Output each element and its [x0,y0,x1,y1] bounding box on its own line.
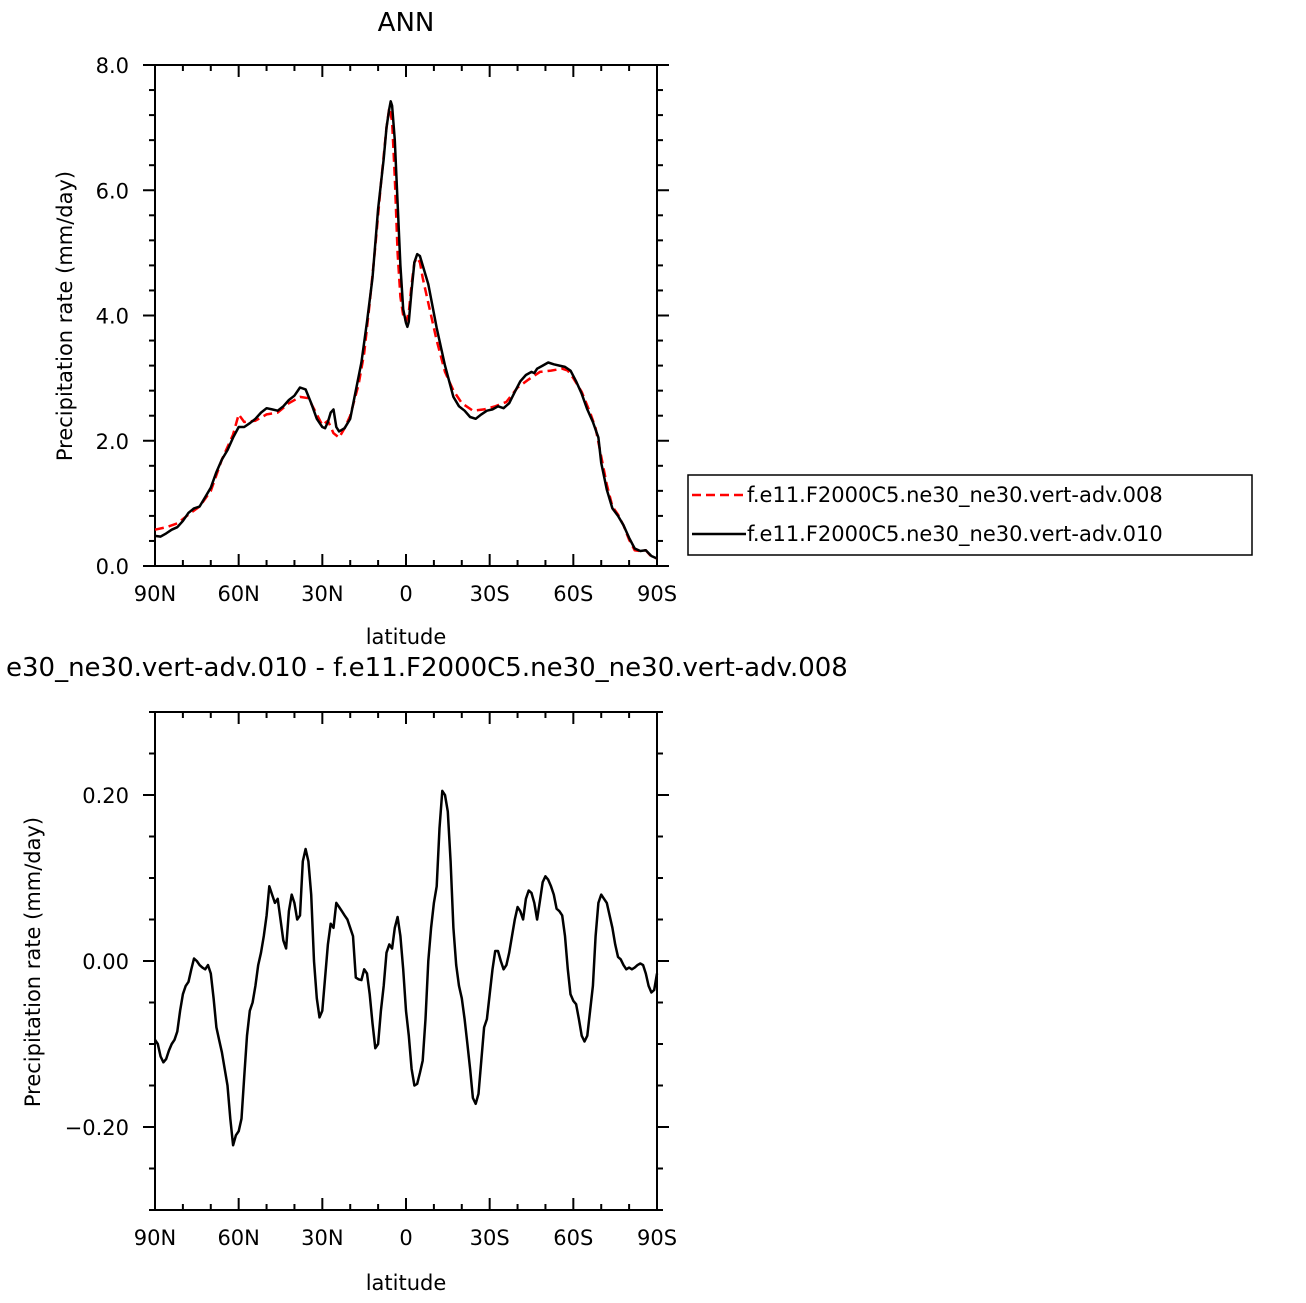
top-x-tick-label: 30S [470,582,510,606]
bottom-x-axis-title: latitude [366,1271,447,1295]
top-y-tick-label: 2.0 [96,430,129,454]
top-plot-frame [154,64,658,567]
bottom-y-tick-label: −0.20 [65,1116,129,1140]
top-y-tick-label: 4.0 [96,305,129,329]
bottom-series-line-0 [153,789,659,1147]
bottom-x-tick-label: 90S [637,1226,677,1250]
bottom-series-lines [153,789,659,1147]
legend-label-008: f.e11.F2000C5.ne30_ne30.vert-adv.008 [747,483,1163,508]
bottom-y-tick-label: 0.00 [82,950,129,974]
legend-label-010: f.e11.F2000C5.ne30_ne30.vert-adv.010 [747,522,1163,547]
bottom-y-axis-title: Precipitation rate (mm/day) [21,817,45,1107]
top-x-axis-title: latitude [366,625,447,649]
top-panel: ANN 90N 60N 30N 0 30S 60S 90S 0.0 2.0 4.0 6.0 8.0 l… [53,8,677,649]
top-y-tick-label: 6.0 [96,179,129,203]
bottom-panel: e30_ne30.vert-adv.010 - f.e11.F2000C5.ne… [6,653,848,1295]
legend-frame [687,474,1253,556]
bottom-x-tick-label: 30N [301,1226,343,1250]
bottom-x-tick-label: 60N [217,1226,259,1250]
bottom-plot-frame [154,711,658,1211]
bottom-y-tick-label: 0.20 [82,784,129,808]
top-plot-title: ANN [378,8,435,38]
top-series-line-0 [154,106,658,560]
top-x-tick-label: 30N [301,582,343,606]
bottom-plot-title: e30_ne30.vert-adv.010 - f.e11.F2000C5.ne… [6,653,848,683]
top-x-tick-label: 60N [217,582,259,606]
bottom-x-tick-label: 60S [553,1226,593,1250]
top-series-lines [154,100,658,560]
bottom-x-tick-label: 30S [470,1226,510,1250]
top-x-tick-label: 90N [134,582,176,606]
top-y-tick-label: 8.0 [96,54,129,78]
top-y-axis-title: Precipitation rate (mm/day) [53,171,77,461]
top-x-tick-label: 0 [399,582,412,606]
bottom-x-tick-label: 90N [134,1226,176,1250]
top-y-tick-label: 0.0 [96,555,129,579]
legend: f.e11.F2000C5.ne30_ne30.vert-adv.008 f.e… [687,474,1253,556]
top-x-tick-label: 90S [637,582,677,606]
top-x-tick-label: 60S [553,582,593,606]
bottom-x-tick-label: 0 [399,1226,412,1250]
top-series-line-1 [154,100,658,560]
top-axis-ticks: 90N 60N 30N 0 30S 60S 90S 0.0 2.0 4.0 6.0 8.0 [96,54,677,606]
bottom-axis-ticks: 90N 60N 30N 0 30S 60S 90S −0.20 0.00 0.20 [65,711,677,1250]
